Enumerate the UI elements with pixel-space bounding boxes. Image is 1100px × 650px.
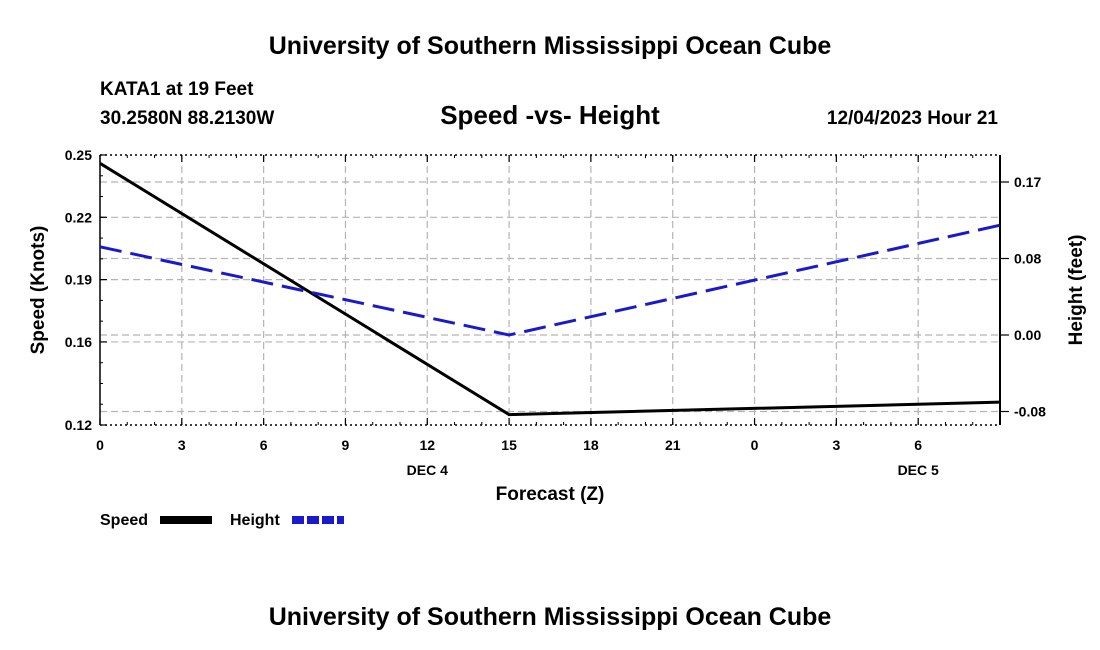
- station-label: KATA1 at 19 Feet: [100, 79, 254, 100]
- legend-label-height: Height: [230, 512, 280, 529]
- chart-title: Speed -vs- Height: [440, 100, 660, 130]
- y2-tick-label: -0.08: [1014, 404, 1046, 420]
- page-title: University of Southern Mississippi Ocean…: [269, 32, 832, 60]
- x-tick-label: 15: [501, 437, 517, 453]
- x-axis-label: Forecast (Z): [496, 484, 605, 505]
- y-tick-label: 0.12: [65, 417, 92, 433]
- tick-labels: 0.25 0.22 0.19 0.16 0.12 0.17 0.08 0.00 -0.08 0 3 6…: [65, 147, 1046, 478]
- y2-tick-label: 0.00: [1014, 327, 1041, 343]
- x-tick-label: 6: [914, 437, 922, 453]
- series-height-line: [99, 223, 1001, 337]
- x-tick-label: 0: [96, 437, 104, 453]
- y2-tick-label: 0.08: [1014, 251, 1041, 267]
- location-label: 30.2580N 88.2130W: [100, 108, 274, 129]
- x-tick-label: 18: [583, 437, 599, 453]
- x-tick-label: 6: [260, 437, 268, 453]
- plot-frame: [99, 154, 1009, 426]
- y-tick-label: 0.22: [65, 209, 92, 225]
- footer-title: University of Southern Mississippi Ocean…: [269, 603, 832, 631]
- grid: [100, 155, 1000, 425]
- y-tick-label: 0.25: [65, 147, 92, 163]
- series-speed-line: [99, 162, 1001, 417]
- x-tick-label: 9: [342, 437, 350, 453]
- x-date-label: DEC 4: [407, 462, 448, 478]
- datetime-label: 12/04/2023 Hour 21: [827, 108, 999, 129]
- legend-label-speed: Speed: [100, 512, 148, 529]
- y2-axis-label: Height (feet): [1066, 235, 1087, 346]
- series-group: [99, 162, 1001, 417]
- y-axis-label: Speed (Knots): [28, 226, 49, 355]
- legend: Speed Height: [100, 512, 344, 529]
- x-date-label: DEC 5: [898, 462, 939, 478]
- y2-tick-label: 0.17: [1014, 174, 1041, 190]
- y-tick-label: 0.19: [65, 272, 92, 288]
- x-tick-label: 21: [665, 437, 681, 453]
- x-tick-label: 0: [751, 437, 759, 453]
- x-tick-label: 3: [832, 437, 840, 453]
- y-tick-label: 0.16: [65, 334, 92, 350]
- x-tick-label: 12: [419, 437, 435, 453]
- x-tick-label: 3: [178, 437, 186, 453]
